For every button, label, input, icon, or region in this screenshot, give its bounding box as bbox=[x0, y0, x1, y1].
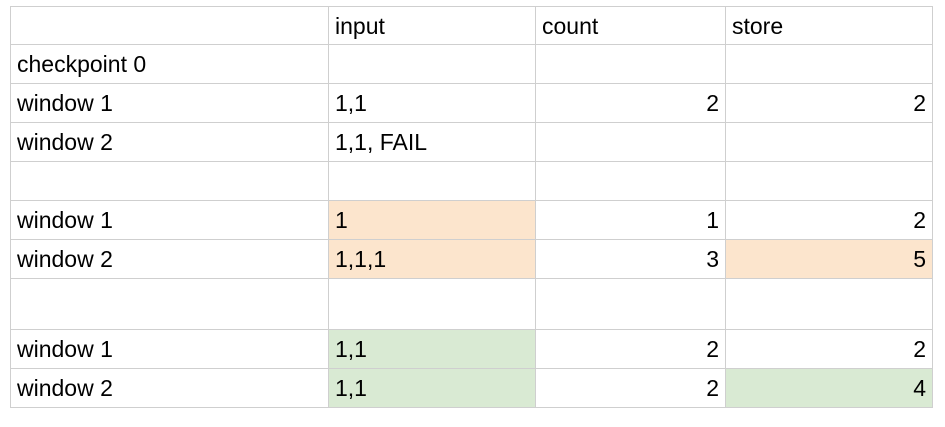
header-cell-store[interactable]: store bbox=[725, 6, 933, 45]
input-cell-highlighted[interactable]: 1,1 bbox=[328, 329, 536, 369]
store-cell[interactable]: 2 bbox=[725, 200, 933, 240]
row-label-cell[interactable]: window 1 bbox=[10, 83, 329, 123]
table-row: window 1 1,1 2 2 bbox=[10, 329, 933, 369]
header-row: input count store bbox=[10, 6, 933, 45]
input-cell-highlighted[interactable]: 1,1 bbox=[328, 368, 536, 408]
count-cell[interactable] bbox=[535, 278, 726, 330]
row-label-cell[interactable]: window 1 bbox=[10, 200, 329, 240]
header-cell-label[interactable] bbox=[10, 6, 329, 45]
store-cell[interactable] bbox=[725, 44, 933, 84]
input-cell[interactable] bbox=[328, 278, 536, 330]
table-row: window 1 1,1 2 2 bbox=[10, 83, 933, 123]
store-cell-highlighted[interactable]: 5 bbox=[725, 239, 933, 279]
table-row-empty bbox=[10, 278, 933, 330]
input-cell-highlighted[interactable]: 1 bbox=[328, 200, 536, 240]
count-cell[interactable] bbox=[535, 122, 726, 162]
table-row: window 2 1,1, FAIL bbox=[10, 122, 933, 162]
input-cell[interactable] bbox=[328, 44, 536, 84]
row-label-cell[interactable]: window 2 bbox=[10, 368, 329, 408]
count-cell[interactable] bbox=[535, 161, 726, 201]
table-row: window 2 1,1,1 3 5 bbox=[10, 239, 933, 279]
table-row: window 1 1 1 2 bbox=[10, 200, 933, 240]
input-cell[interactable] bbox=[328, 161, 536, 201]
table-row-empty bbox=[10, 161, 933, 201]
store-cell[interactable] bbox=[725, 278, 933, 330]
count-cell[interactable] bbox=[535, 44, 726, 84]
count-cell[interactable]: 1 bbox=[535, 200, 726, 240]
store-cell[interactable] bbox=[725, 161, 933, 201]
count-cell[interactable]: 2 bbox=[535, 329, 726, 369]
count-cell[interactable]: 2 bbox=[535, 368, 726, 408]
input-cell[interactable]: 1,1, FAIL bbox=[328, 122, 536, 162]
row-label-cell[interactable]: window 2 bbox=[10, 239, 329, 279]
store-cell-highlighted[interactable]: 4 bbox=[725, 368, 933, 408]
row-label-cell[interactable]: window 1 bbox=[10, 329, 329, 369]
row-label-cell[interactable] bbox=[10, 278, 329, 330]
table-row: checkpoint 0 bbox=[10, 44, 933, 84]
count-cell[interactable]: 3 bbox=[535, 239, 726, 279]
row-label-cell[interactable] bbox=[10, 161, 329, 201]
store-cell[interactable]: 2 bbox=[725, 83, 933, 123]
header-cell-count[interactable]: count bbox=[535, 6, 726, 45]
spreadsheet-grid: input count store checkpoint 0 window 1 … bbox=[10, 6, 933, 408]
table-row: window 2 1,1 2 4 bbox=[10, 368, 933, 408]
input-cell-highlighted[interactable]: 1,1,1 bbox=[328, 239, 536, 279]
store-cell[interactable] bbox=[725, 122, 933, 162]
input-cell[interactable]: 1,1 bbox=[328, 83, 536, 123]
row-label-cell[interactable]: window 2 bbox=[10, 122, 329, 162]
header-cell-input[interactable]: input bbox=[328, 6, 536, 45]
row-label-cell[interactable]: checkpoint 0 bbox=[10, 44, 329, 84]
store-cell[interactable]: 2 bbox=[725, 329, 933, 369]
count-cell[interactable]: 2 bbox=[535, 83, 726, 123]
